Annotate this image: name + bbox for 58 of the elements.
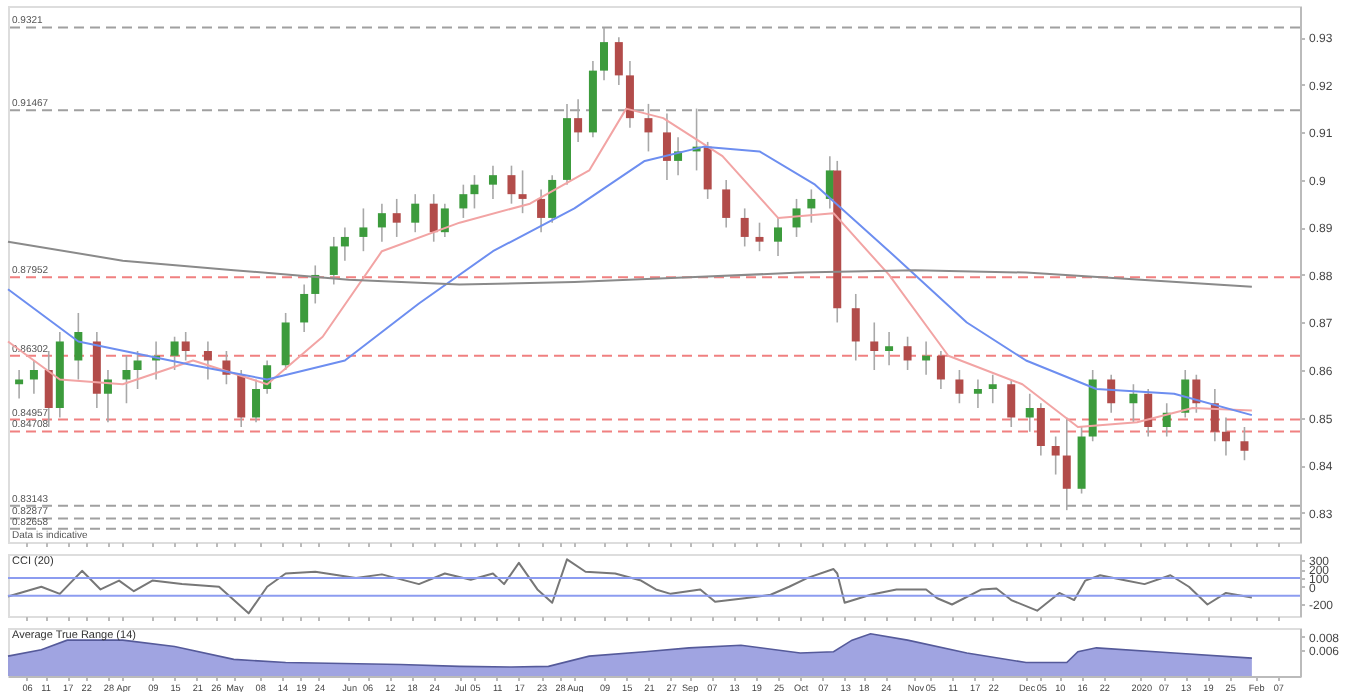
candlestick bbox=[988, 373, 997, 405]
candlestick bbox=[429, 193, 438, 243]
candlestick bbox=[1144, 388, 1153, 438]
candlestick bbox=[1036, 402, 1045, 457]
candlestick bbox=[459, 183, 468, 219]
candlestick bbox=[807, 188, 816, 224]
candlestick bbox=[377, 202, 386, 243]
candlestick bbox=[740, 207, 749, 248]
candlestick bbox=[614, 36, 623, 86]
candlestick bbox=[1192, 373, 1201, 414]
candlestick bbox=[1221, 416, 1230, 457]
candlestick bbox=[518, 169, 527, 214]
candlestick bbox=[340, 226, 349, 262]
candlestick bbox=[955, 369, 964, 405]
candlestick bbox=[1007, 378, 1016, 428]
candlestick bbox=[15, 369, 24, 400]
candlestick bbox=[300, 283, 309, 333]
candlestick bbox=[237, 369, 246, 428]
candlestick bbox=[1107, 373, 1116, 414]
candlestick bbox=[203, 340, 212, 381]
candlestick bbox=[411, 193, 420, 233]
candlestick bbox=[973, 378, 982, 409]
candlestick bbox=[1240, 426, 1249, 462]
candlestick bbox=[470, 174, 479, 210]
candlestick bbox=[1129, 383, 1138, 424]
line-series bbox=[7, 240, 1253, 288]
candlestick bbox=[755, 221, 764, 252]
candlestick bbox=[507, 164, 516, 205]
candlestick bbox=[329, 236, 338, 286]
candlestick bbox=[29, 359, 38, 395]
candlestick bbox=[252, 378, 261, 424]
candlestick bbox=[1051, 435, 1060, 476]
candlestick bbox=[722, 179, 731, 229]
candlestick bbox=[703, 141, 712, 200]
candlestick bbox=[133, 350, 142, 390]
line-series bbox=[7, 558, 1253, 615]
line-series bbox=[7, 145, 1253, 417]
candlestick bbox=[537, 188, 546, 233]
candlestick bbox=[181, 331, 190, 362]
candlestick bbox=[440, 202, 449, 238]
candlestick bbox=[903, 335, 912, 371]
candlestick bbox=[851, 293, 860, 362]
candlestick bbox=[774, 217, 783, 257]
candlestick bbox=[1181, 369, 1190, 419]
candlestick bbox=[548, 174, 557, 224]
candlestick bbox=[885, 331, 894, 367]
candlestick bbox=[488, 164, 497, 200]
candlestick bbox=[936, 350, 945, 390]
candlestick bbox=[74, 312, 83, 381]
candlestick bbox=[122, 354, 131, 405]
candlestick bbox=[392, 198, 401, 238]
candlestick bbox=[870, 321, 879, 371]
candlestick bbox=[359, 207, 368, 252]
candlestick bbox=[103, 369, 112, 424]
candlestick bbox=[281, 312, 290, 371]
candlestick bbox=[170, 335, 179, 371]
candlestick bbox=[44, 350, 53, 428]
candlestick bbox=[1025, 392, 1034, 433]
